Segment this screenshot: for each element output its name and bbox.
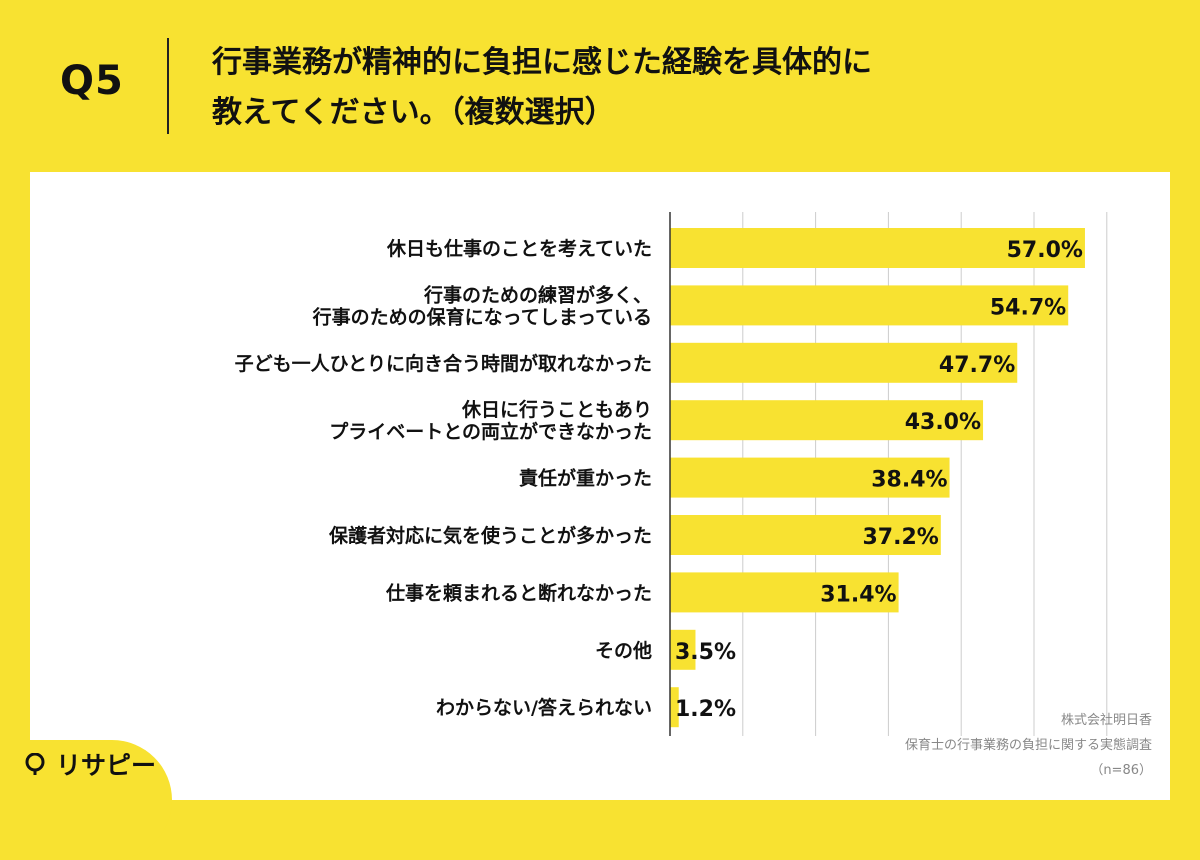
question-text: 行事業務が精神的に負担に感じた経験を具体的に 教えてください。（複数選択） xyxy=(212,38,1112,138)
bar xyxy=(670,457,950,498)
category-label: 仕事を頼まれると断れなかった xyxy=(385,581,652,604)
data-label: 3.5% xyxy=(675,640,736,665)
bar xyxy=(670,400,984,441)
category-label: 休日に行うこともあり xyxy=(461,398,652,421)
data-label: 57.0% xyxy=(1007,238,1083,263)
logo-text: リサピー xyxy=(56,751,157,780)
question-divider xyxy=(167,38,169,134)
bar xyxy=(670,228,1085,268)
category-label: 保護者対応に気を使うことが多かった xyxy=(328,524,652,547)
data-label: 1.2% xyxy=(675,697,736,722)
source-company: 株式会社明日香 xyxy=(1060,713,1152,728)
category-label: 休日も仕事のことを考えていた xyxy=(386,237,652,260)
question-label: Q5 xyxy=(60,58,124,104)
category-label: プライベートとの両立ができなかった xyxy=(329,420,652,443)
bar xyxy=(670,629,696,670)
bar xyxy=(670,572,899,613)
category-label: 行事のための保育になってしまっている xyxy=(312,305,652,328)
chart-panel: 57.0% 休日も仕事のことを考えていた 54.7% 行事のための練習が多く、 行事のた… xyxy=(30,172,1170,800)
source-survey: 保育士の行事業務の負担に関する実態調査 xyxy=(904,738,1152,753)
bar xyxy=(670,342,1018,383)
source-sample: （n=86） xyxy=(1090,763,1152,778)
bar xyxy=(670,515,941,555)
bar-chart: 57.0% 休日も仕事のことを考えていた 54.7% 行事のための練習が多く、行事のた… xyxy=(235,212,1108,736)
question-line-2: 教えてください。（複数選択） xyxy=(212,95,615,130)
data-label: 43.0% xyxy=(905,410,981,435)
category-label: その他 xyxy=(595,639,652,662)
data-label: 37.2% xyxy=(862,525,938,550)
source-note: 株式会社明日香 保育士の行事業務の負担に関する実態調査 （n=86） xyxy=(905,708,1152,783)
data-label: 47.7% xyxy=(939,353,1015,378)
category-label: わからない/答えられない xyxy=(436,696,652,719)
bar xyxy=(670,285,1069,326)
question-line-1: 行事業務が精神的に負担に感じた経験を具体的に xyxy=(212,45,872,80)
category-label: 責任が重かった xyxy=(519,467,652,490)
data-label: 38.4% xyxy=(871,468,947,493)
category-label: 行事のための練習が多く、 xyxy=(423,283,652,306)
category-label: 子ども一人ひとりに向き合う時間が取れなかった xyxy=(235,352,652,375)
lightbulb-icon xyxy=(25,753,45,775)
bar xyxy=(670,687,679,728)
data-label: 54.7% xyxy=(990,295,1066,320)
logo: リサピー xyxy=(24,746,156,782)
data-label: 31.4% xyxy=(820,582,896,607)
